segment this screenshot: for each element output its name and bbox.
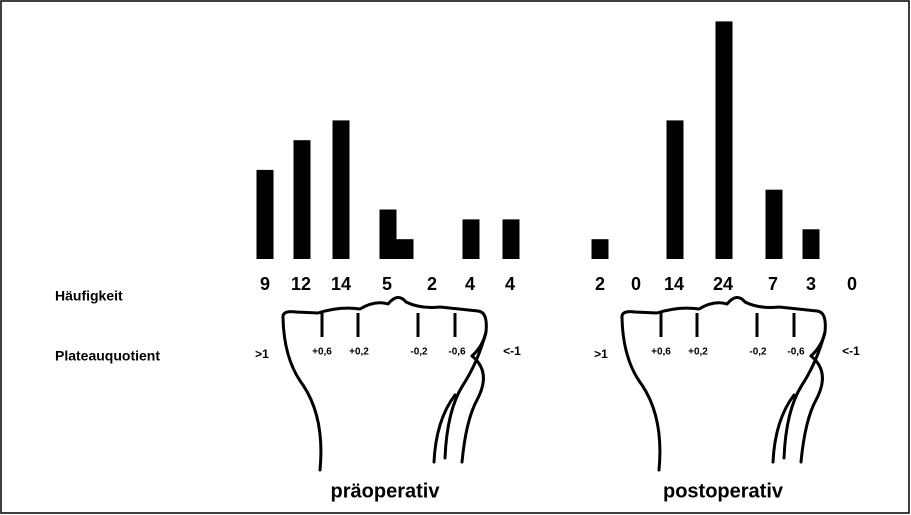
bar [803, 229, 820, 259]
value-label: 4 [505, 274, 515, 294]
value-label: 4 [465, 274, 475, 294]
bar [333, 120, 350, 259]
scale-label: <-1 [503, 344, 521, 358]
bar [380, 210, 397, 260]
figure: Häufigkeit Plateauquotient 912145244>1+0… [0, 0, 911, 515]
bar [397, 239, 414, 259]
value-label: 24 [713, 274, 733, 294]
scale-label: +0,2 [688, 347, 708, 358]
scale-label: +0,6 [312, 347, 332, 358]
value-label: 3 [806, 274, 816, 294]
row-label: Häufigkeit [55, 288, 123, 304]
chart-title: präoperativ [331, 480, 441, 502]
value-label: 7 [768, 274, 778, 294]
bar [463, 219, 480, 259]
value-label: 2 [427, 274, 437, 294]
bar [766, 190, 783, 259]
value-label: 14 [331, 274, 351, 294]
value-label: 0 [847, 274, 857, 294]
scale-label: -0,2 [410, 347, 428, 358]
bar [592, 239, 609, 259]
value-label: 9 [260, 274, 270, 294]
value-label: 5 [382, 274, 392, 294]
scale-label: -0,2 [749, 347, 767, 358]
scale-label: +0,6 [651, 347, 671, 358]
bar [257, 170, 274, 259]
bar [716, 21, 733, 259]
scale-label: -0,6 [787, 347, 805, 358]
value-label: 2 [595, 274, 605, 294]
scale-label: +0,2 [349, 347, 369, 358]
value-label: 0 [631, 274, 641, 294]
scale-label: >1 [255, 347, 269, 361]
value-label: 14 [664, 274, 684, 294]
row-label: Plateauquotient [55, 348, 160, 364]
bar [294, 140, 311, 259]
chart-title: postoperativ [663, 480, 784, 502]
bar [503, 219, 520, 259]
bar [667, 120, 684, 259]
value-label: 12 [291, 274, 311, 294]
scale-label: >1 [594, 347, 608, 361]
scale-label: <-1 [842, 344, 860, 358]
scale-label: -0,6 [448, 347, 466, 358]
